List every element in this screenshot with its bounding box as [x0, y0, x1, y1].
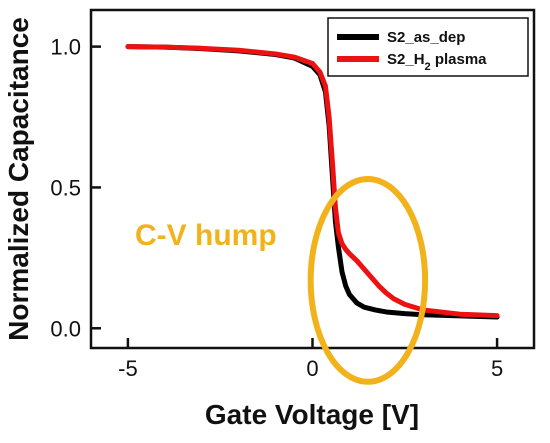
y-tick-label-1-0: 1.0: [50, 35, 81, 60]
tick-marks: [91, 45, 499, 348]
cv-hump-circle: [307, 176, 429, 385]
series-line-s2-h2-plasma: [125, 44, 500, 319]
x-tick-label-5: -5: [118, 356, 138, 381]
cv-hump-label: C-V hump: [135, 219, 277, 252]
x-tick-label-0: 0: [306, 356, 318, 381]
legend-box: [327, 17, 529, 77]
legend-label-s2-h2-plasma: S2_H2 plasma: [387, 51, 487, 73]
y-tick-label-0-5: 0.5: [50, 175, 81, 200]
plot-lines: [125, 44, 500, 320]
annotation-layer: C-V hump: [135, 176, 429, 385]
y-tick-label-0-0: 0.0: [50, 316, 81, 341]
legend: S2_as_dep S2_H2 plasma: [327, 17, 529, 77]
legend-label-s2-as-dep: S2_as_dep: [387, 29, 465, 46]
x-axis-title: Gate Voltage [V]: [205, 399, 419, 430]
tick-labels: -5 0 5 0.0 0.5 1.0: [50, 35, 503, 381]
y-axis-title: Normalized Capacitance: [3, 17, 34, 341]
x-tick-label-5: 5: [491, 356, 503, 381]
